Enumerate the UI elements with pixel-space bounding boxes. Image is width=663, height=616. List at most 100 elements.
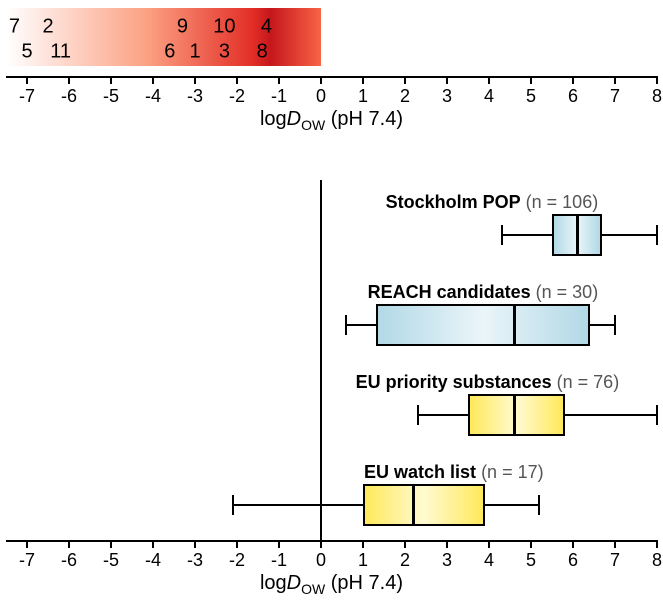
x-tick xyxy=(68,76,70,84)
x-tick-label: -2 xyxy=(229,86,245,107)
x-tick-label: 7 xyxy=(610,550,620,571)
scatter-point-label: 6 xyxy=(164,41,175,64)
x-tick xyxy=(446,76,448,84)
whisker-cap xyxy=(232,495,234,515)
x-tick xyxy=(278,540,280,548)
x-tick xyxy=(320,76,322,84)
x-tick-label: -2 xyxy=(229,550,245,571)
x-tick-label: -4 xyxy=(145,86,161,107)
boxplot-box xyxy=(363,484,485,526)
x-tick xyxy=(572,76,574,84)
x-tick xyxy=(26,76,28,84)
x-tick-label: 2 xyxy=(400,550,410,571)
whisker-cap xyxy=(345,315,347,335)
boxplot-median xyxy=(576,214,579,256)
x-tick-label: 5 xyxy=(526,550,536,571)
x-tick xyxy=(614,76,616,84)
x-tick-label: 7 xyxy=(610,86,620,107)
x-tick-label: 5 xyxy=(526,86,536,107)
scatter-point-label: 3 xyxy=(219,41,230,64)
scatter-point-label: 8 xyxy=(257,41,268,64)
x-tick-label: 4 xyxy=(484,550,494,571)
boxplot-label: REACH candidates (n = 30) xyxy=(368,282,599,303)
whisker-cap xyxy=(501,225,503,245)
scatter-point-label: 7 xyxy=(9,16,20,39)
x-tick-label: -5 xyxy=(103,86,119,107)
figure-root: -7-6-5-4-3-2-1012345678logDOW (pH 7.4)72… xyxy=(0,0,663,616)
x-tick xyxy=(362,76,364,84)
whisker-cap xyxy=(538,495,540,515)
x-axis-title: logDOW (pH 7.4) xyxy=(6,572,657,597)
x-tick-label: 8 xyxy=(652,550,662,571)
x-tick-label: -5 xyxy=(103,550,119,571)
x-tick-label: -4 xyxy=(145,550,161,571)
scatter-point-label: 9 xyxy=(177,16,188,39)
x-tick-label: 4 xyxy=(484,86,494,107)
x-tick xyxy=(656,76,658,84)
x-tick xyxy=(530,540,532,548)
x-tick xyxy=(404,76,406,84)
x-axis-line xyxy=(6,76,657,78)
boxplot-median xyxy=(513,394,516,436)
x-tick xyxy=(320,540,322,548)
x-axis-line xyxy=(6,540,657,542)
boxplot-box xyxy=(376,304,590,346)
x-tick xyxy=(152,76,154,84)
boxplot-label: EU watch list (n = 17) xyxy=(364,462,544,483)
x-tick xyxy=(26,540,28,548)
boxplot-box xyxy=(468,394,565,436)
x-tick-label: -7 xyxy=(19,86,35,107)
whisker-cap xyxy=(614,315,616,335)
x-tick-label: 2 xyxy=(400,86,410,107)
x-tick-label: -1 xyxy=(271,550,287,571)
x-tick-label: 6 xyxy=(568,550,578,571)
x-tick-label: 0 xyxy=(316,550,326,571)
scatter-point-label: 11 xyxy=(50,41,71,64)
boxplot-median xyxy=(513,304,516,346)
scatter-point-label: 1 xyxy=(189,41,200,64)
whisker-cap xyxy=(656,225,658,245)
x-tick xyxy=(278,76,280,84)
boxplot-label: EU priority substances (n = 76) xyxy=(356,372,620,393)
boxplot-median xyxy=(412,484,415,526)
x-tick-label: -7 xyxy=(19,550,35,571)
x-tick xyxy=(110,76,112,84)
x-tick xyxy=(236,540,238,548)
x-tick-label: 0 xyxy=(316,86,326,107)
x-tick-label: 3 xyxy=(442,550,452,571)
scatter-point-label: 4 xyxy=(261,16,272,39)
x-tick-label: -3 xyxy=(187,550,203,571)
x-tick xyxy=(362,540,364,548)
x-tick xyxy=(446,540,448,548)
x-tick xyxy=(236,76,238,84)
x-tick xyxy=(110,540,112,548)
x-tick xyxy=(488,76,490,84)
whisker-cap xyxy=(417,405,419,425)
x-tick xyxy=(194,540,196,548)
x-tick-label: 6 xyxy=(568,86,578,107)
x-axis-title: logDOW (pH 7.4) xyxy=(6,108,657,133)
x-tick xyxy=(488,540,490,548)
zero-vertical-line xyxy=(320,180,322,540)
x-tick xyxy=(614,540,616,548)
x-tick-label: 3 xyxy=(442,86,452,107)
x-tick-label: -6 xyxy=(61,86,77,107)
scatter-point-label: 5 xyxy=(21,41,32,64)
x-tick xyxy=(530,76,532,84)
x-tick xyxy=(152,540,154,548)
x-tick-label: 8 xyxy=(652,86,662,107)
x-tick xyxy=(572,540,574,548)
x-tick-label: -1 xyxy=(271,86,287,107)
x-tick-label: 1 xyxy=(358,550,368,571)
x-tick xyxy=(68,540,70,548)
x-tick xyxy=(194,76,196,84)
x-tick xyxy=(404,540,406,548)
x-tick xyxy=(656,540,658,548)
scatter-point-label: 10 xyxy=(213,16,235,39)
x-tick-label: -6 xyxy=(61,550,77,571)
x-tick-label: 1 xyxy=(358,86,368,107)
whisker-cap xyxy=(656,405,658,425)
scatter-point-label: 2 xyxy=(42,16,53,39)
boxplot-label: Stockholm POP (n = 106) xyxy=(386,192,599,213)
x-tick-label: -3 xyxy=(187,86,203,107)
